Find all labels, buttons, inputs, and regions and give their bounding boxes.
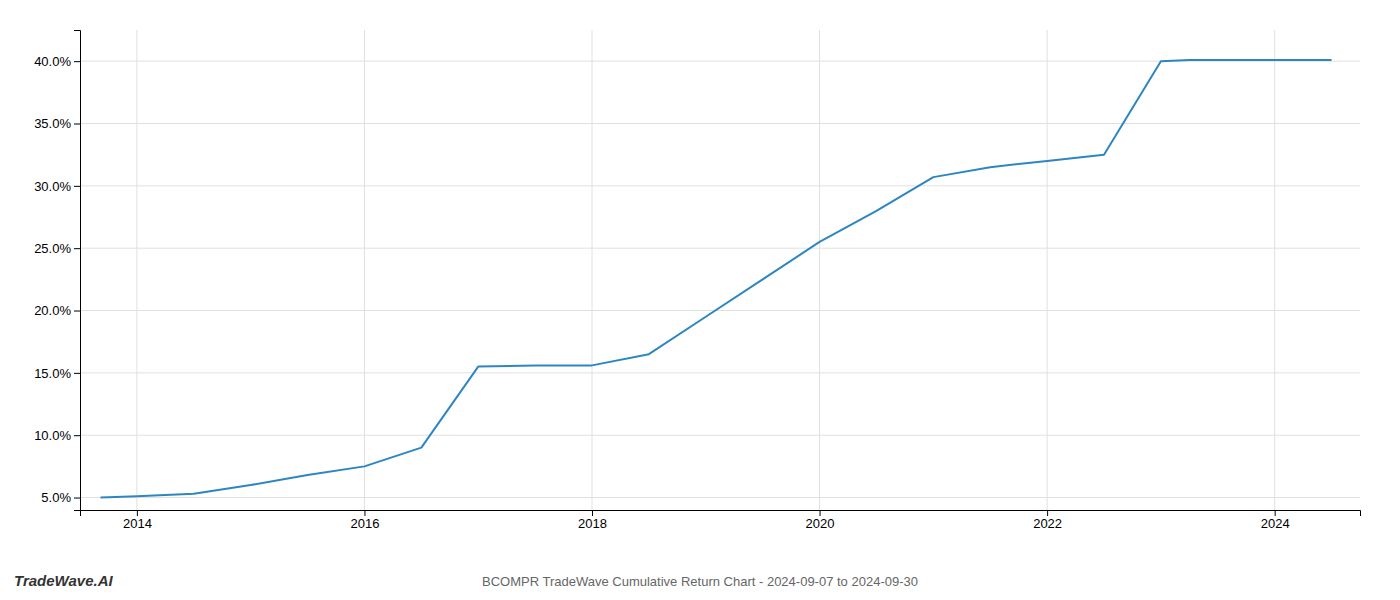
- x-tick-label: 2020: [806, 516, 835, 531]
- y-tick: 35.0%: [34, 116, 80, 131]
- grid-line-y: [80, 435, 1360, 436]
- x-axis: 2014 2016 2018 2020 2022 2024: [81, 510, 1361, 531]
- y-tick-label: 40.0%: [34, 54, 71, 69]
- grid-line-y: [80, 497, 1360, 498]
- y-tick: 15.0%: [34, 366, 80, 381]
- grid-line-y: [80, 123, 1360, 124]
- grid-line-x: [819, 30, 820, 510]
- y-tick-label: 35.0%: [34, 116, 71, 131]
- x-tick-mark: [1275, 510, 1276, 516]
- y-tick: 30.0%: [34, 179, 80, 194]
- y-tick-mark: [74, 435, 80, 436]
- chart-title: BCOMPR TradeWave Cumulative Return Chart…: [482, 574, 918, 589]
- x-tick-label: 2022: [1033, 516, 1062, 531]
- data-line: [100, 60, 1331, 498]
- y-tick-label: 25.0%: [34, 241, 71, 256]
- x-tick: 2022: [1033, 510, 1062, 531]
- y-axis: 5.0% 10.0% 15.0% 20.0% 25.0% 30.0% 35.0% 40.0%: [34, 31, 80, 511]
- y-tick: 5.0%: [41, 490, 80, 505]
- x-tick: 2018: [578, 510, 607, 531]
- x-tick-mark: [592, 510, 593, 516]
- x-tick-label: 2014: [123, 516, 152, 531]
- x-tick: 2016: [350, 510, 379, 531]
- grid-line-x: [592, 30, 593, 510]
- grid: [80, 30, 1360, 510]
- y-tick-mark: [74, 61, 80, 62]
- y-tick-mark: [74, 124, 80, 125]
- y-tick-label: 5.0%: [41, 490, 71, 505]
- x-tick: 2024: [1261, 510, 1290, 531]
- y-tick: 20.0%: [34, 303, 80, 318]
- y-tick: 25.0%: [34, 241, 80, 256]
- grid-line-x: [1274, 30, 1275, 510]
- y-tick-label: 20.0%: [34, 303, 71, 318]
- x-tick-mark: [364, 510, 365, 516]
- y-tick: 10.0%: [34, 428, 80, 443]
- y-tick-label: 15.0%: [34, 366, 71, 381]
- grid-line-y: [80, 310, 1360, 311]
- y-tick-label: 30.0%: [34, 179, 71, 194]
- x-tick-mark: [137, 510, 138, 516]
- y-axis-line: [74, 31, 81, 511]
- chart: 2014 2016 2018 2020 2022 2024 5.0% 10.0% 15.0% 20…: [0, 0, 1400, 600]
- grid-line-x: [1047, 30, 1048, 510]
- y-tick-mark: [74, 248, 80, 249]
- plot-area: [100, 60, 1331, 498]
- grid-line-x: [136, 30, 137, 510]
- x-tick-label: 2024: [1261, 516, 1290, 531]
- grid-line-x: [364, 30, 365, 510]
- y-tick-mark: [74, 498, 80, 499]
- x-tick-label: 2018: [578, 516, 607, 531]
- y-tick-label: 10.0%: [34, 428, 71, 443]
- grid-line-y: [80, 248, 1360, 249]
- x-tick: 2020: [806, 510, 835, 531]
- y-tick-mark: [74, 311, 80, 312]
- x-tick-mark: [1047, 510, 1048, 516]
- x-tick-mark: [820, 510, 821, 516]
- x-tick-label: 2016: [350, 516, 379, 531]
- watermark: TradeWave.AI: [14, 572, 113, 589]
- x-axis-line: [81, 511, 1361, 517]
- y-tick-mark: [74, 373, 80, 374]
- x-tick: 2014: [123, 510, 152, 531]
- y-tick-mark: [74, 186, 80, 187]
- grid-line-y: [80, 372, 1360, 373]
- y-tick: 40.0%: [34, 54, 80, 69]
- grid-line-y: [80, 185, 1360, 186]
